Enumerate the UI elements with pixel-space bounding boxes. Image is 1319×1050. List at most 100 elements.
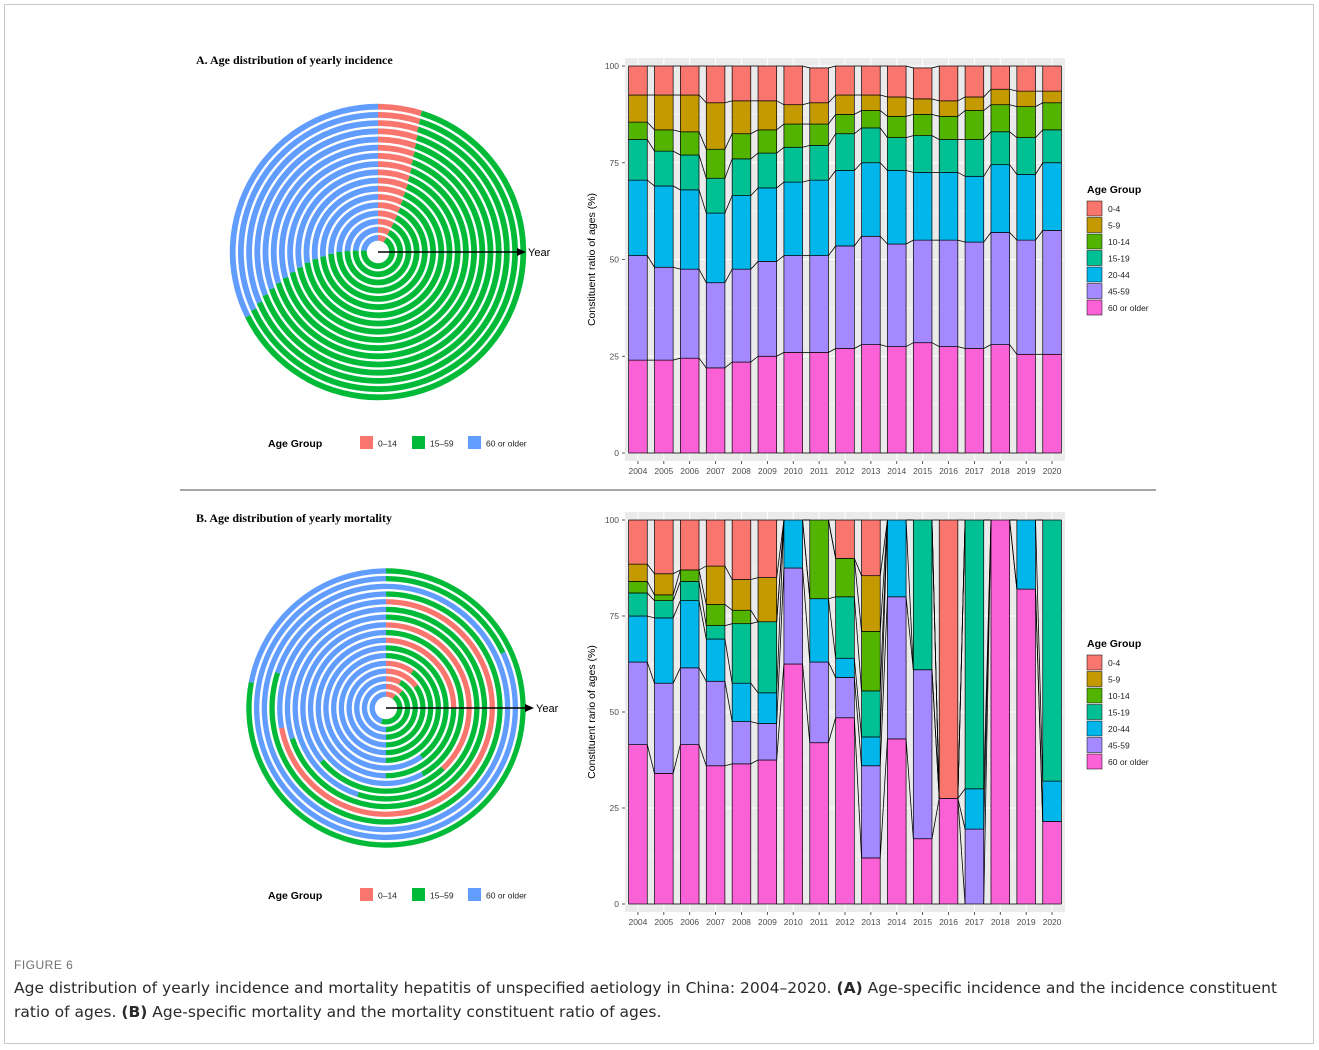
- panel-a-bar-segment: [964, 96, 985, 111]
- panel-b-flow-line: [724, 604, 733, 611]
- panel-b-bar-segment: [731, 763, 752, 905]
- panel-a-flow-line: [1009, 131, 1018, 138]
- panel-b-bar-segment: [912, 519, 933, 671]
- panel-b-bar-segment: [783, 567, 803, 665]
- panel-a-bar-segment: [783, 181, 803, 256]
- panel-a-flow-line: [750, 355, 759, 363]
- panel-a-x-tick-label: 2013: [861, 466, 880, 476]
- panel-b-bar-segment: [757, 519, 778, 578]
- panel-b-flow-line: [672, 744, 681, 774]
- panel-a-bar-segment: [887, 65, 907, 98]
- panel-a-x-tick-label: 2018: [991, 466, 1010, 476]
- panel-b-bar-segment: [1016, 519, 1036, 590]
- panel-b-flow-line: [698, 581, 707, 626]
- panel-a-bar-legend-label: 45-59: [1108, 287, 1130, 297]
- panel-a-flow-line: [828, 65, 836, 69]
- panel-a-ring-segment: [378, 144, 415, 157]
- panel-a-bar-segment: [938, 172, 959, 241]
- panel-a-bar-legend-label: 5-9: [1108, 221, 1121, 231]
- panel-b-flow-line: [983, 519, 992, 789]
- panel-a-flow-line: [879, 127, 888, 138]
- panel-b-flow-line: [646, 592, 655, 601]
- panel-b-flow-line: [853, 677, 862, 766]
- panel-a-bar-segment: [757, 152, 778, 189]
- panel-b-x-tick-label: 2014: [887, 917, 906, 927]
- panel-b-bar-legend-label: 60 or older: [1108, 757, 1149, 767]
- panel-b-ring-segment: [386, 645, 449, 759]
- panel-a-ring-segment: [328, 202, 378, 254]
- panel-b-radial-legend-label: 0–14: [378, 891, 397, 901]
- panel-b-flow-line: [931, 519, 940, 799]
- panel-a-flow-line: [931, 342, 940, 347]
- panel-b-bar-segment: [628, 581, 648, 594]
- panel-a-x-tick-label: 2005: [654, 466, 673, 476]
- panel-b-ring-segment: [386, 691, 396, 699]
- panel-b-ring-segment: [369, 691, 386, 724]
- panel-a-y-tick-label: 50: [610, 255, 620, 265]
- panel-a-bar-segment: [783, 104, 803, 125]
- panel-a-flow-line: [957, 96, 966, 102]
- panel-b-flow-line: [828, 661, 837, 678]
- panel-b-bar-segment: [861, 765, 881, 859]
- panel-b-bar-segment: [680, 569, 700, 582]
- panel-a-bar-segment: [680, 357, 700, 454]
- panel-a-flow-line: [750, 261, 759, 270]
- panel-b-bar-segment: [628, 563, 648, 582]
- panel-b-bar-segment: [835, 558, 855, 598]
- panel-a-bar-segment: [809, 352, 829, 454]
- panel-a-flow-line: [1009, 104, 1017, 108]
- panel-b-bar-segment: [680, 667, 700, 745]
- panel-b-bar-legend-swatch: [1086, 753, 1103, 770]
- panel-b-bar-segment: [1042, 519, 1062, 782]
- panel-a-bar-segment: [654, 359, 674, 454]
- panel-a-flow-line: [750, 187, 759, 196]
- panel-b-flow-line: [698, 600, 707, 640]
- panel-a-flow-line: [698, 268, 707, 283]
- panel-a-bar-segment: [1042, 90, 1062, 104]
- panel-a-flow-line: [776, 352, 785, 357]
- panel-a-bar-legend-swatch: [1086, 200, 1103, 217]
- panel-b-bar-segment: [835, 519, 855, 559]
- panel-b-flow-line: [698, 744, 707, 766]
- panel-a-flow-line: [724, 133, 733, 150]
- panel-a-bar-segment: [731, 133, 752, 160]
- panel-a-bar-segment: [680, 154, 700, 191]
- panel-a-bar-segment: [990, 104, 1010, 133]
- panel-a-flow-line: [1035, 230, 1044, 241]
- panel-a-flow-line: [724, 100, 733, 104]
- panel-a-bar-segment: [654, 65, 674, 96]
- panel-b-ring-segment: [354, 676, 386, 740]
- panel-a-ring-segment: [378, 136, 417, 149]
- panel-a-bar-segment: [680, 131, 700, 156]
- panel-b-bar-segment: [757, 621, 778, 694]
- panel-a-y-tick-label: 0: [614, 448, 619, 458]
- panel-a-x-tick-label: 2004: [628, 466, 647, 476]
- panel-a-x-tick-label: 2015: [913, 466, 932, 476]
- panel-a-ring-segment: [378, 120, 419, 133]
- panel-a-bar-legend-swatch: [1086, 266, 1103, 283]
- panel-b-flow-line: [646, 661, 655, 684]
- panel-b-bar-segment: [835, 677, 855, 719]
- panel-a-bar-segment: [1016, 137, 1036, 175]
- panel-a-bar-segment: [731, 361, 752, 454]
- panel-b-flow-line: [646, 563, 655, 575]
- panel-a-flow-line: [646, 139, 655, 152]
- panel-b-flow-line: [828, 598, 837, 659]
- panel-b-bar-legend-swatch: [1086, 704, 1103, 720]
- panel-b-flow-line: [698, 667, 707, 682]
- panel-b-bar-segment: [680, 581, 700, 601]
- panel-b-x-tick-label: 2020: [1043, 917, 1062, 927]
- panel-b-ring-segment: [386, 690, 411, 733]
- panel-a-bar-segment: [654, 266, 674, 361]
- panel-b-flow-line: [879, 519, 888, 632]
- panel-b-bar-segment: [628, 615, 648, 663]
- panel-a-bar-segment: [835, 245, 855, 349]
- panel-b-x-tick-label: 2016: [939, 917, 958, 927]
- panel-a-bar-segment: [757, 100, 778, 131]
- panel-b-bar-segment: [680, 600, 700, 669]
- panel-a-bar-segment: [938, 115, 959, 140]
- panel-b-bar-legend-label: 10-14: [1108, 691, 1130, 701]
- panel-a-flow-line: [828, 133, 837, 146]
- panel-a-flow-line: [802, 144, 810, 148]
- panel-a-x-tick-label: 2010: [784, 466, 803, 476]
